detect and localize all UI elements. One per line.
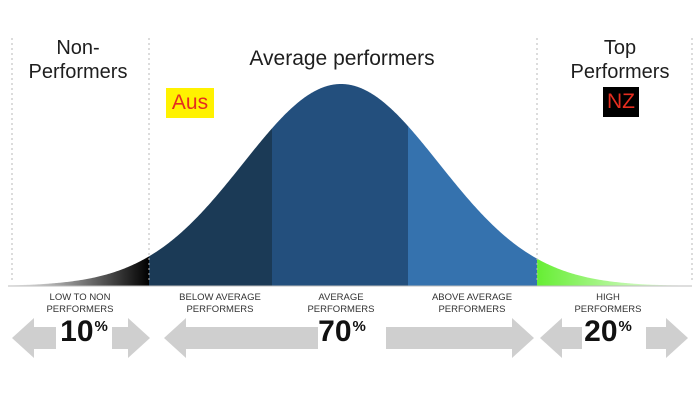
badge-aus: Aus [166, 88, 214, 118]
label-line: PERFORMERS [186, 304, 254, 315]
label-average-performers: AVERAGE PERFORMERS [288, 292, 394, 316]
percentage-value: 20 [584, 315, 618, 348]
label-line: PERFORMERS [46, 304, 114, 315]
label-high-performers: HIGH PERFORMERS [556, 292, 660, 316]
percent-sign: % [352, 318, 366, 335]
arrow-left-icon [164, 318, 318, 358]
header-line: Performers [570, 61, 670, 83]
label-below-average-performers: BELOW AVERAGE PERFORMERS [164, 292, 276, 316]
segment-average [272, 84, 408, 286]
percentage-low-performers: 10% [44, 315, 124, 349]
segment-above-average [408, 126, 537, 286]
badge-nz: NZ [603, 87, 639, 117]
label-low-to-non-performers: LOW to NON PERFORMERS [28, 292, 132, 316]
segment-low-to-non [8, 256, 149, 286]
arrow-left-icon [12, 318, 56, 358]
label-line: PERFORMERS [574, 304, 642, 315]
header-non-performers: Non- Performers [14, 36, 142, 84]
percentage-value: 10 [60, 315, 94, 348]
label-above-average-performers: ABOVE AVERAGE PERFORMERS [416, 292, 528, 316]
percentage-average-performers: 70% [302, 315, 382, 349]
arrow-left-icon [540, 318, 582, 358]
label-line: AVERAGE [318, 292, 364, 303]
percentage-top-performers: 20% [568, 315, 648, 349]
percent-sign: % [618, 318, 632, 335]
arrow-right-icon [386, 318, 534, 358]
segment-below-average [149, 128, 272, 286]
header-average-performers: Average performers [249, 47, 435, 70]
segment-high [537, 258, 692, 286]
header-line: Non- [56, 37, 100, 59]
header-line: Top [603, 37, 637, 59]
header-line: Performers [28, 61, 128, 83]
percent-sign: % [94, 318, 108, 335]
label-line: BELOW AVERAGE [179, 292, 261, 303]
label-line: PERFORMERS [438, 304, 506, 315]
label-line: HIGH [596, 292, 620, 303]
percentage-value: 70 [318, 315, 352, 348]
arrow-right-icon [646, 318, 688, 358]
label-line: LOW to NON [49, 292, 111, 303]
arrow-right-icon [112, 318, 150, 358]
label-line: ABOVE AVERAGE [431, 292, 513, 303]
header-top-performers: Top Performers [550, 36, 690, 84]
label-line: PERFORMERS [307, 304, 375, 315]
